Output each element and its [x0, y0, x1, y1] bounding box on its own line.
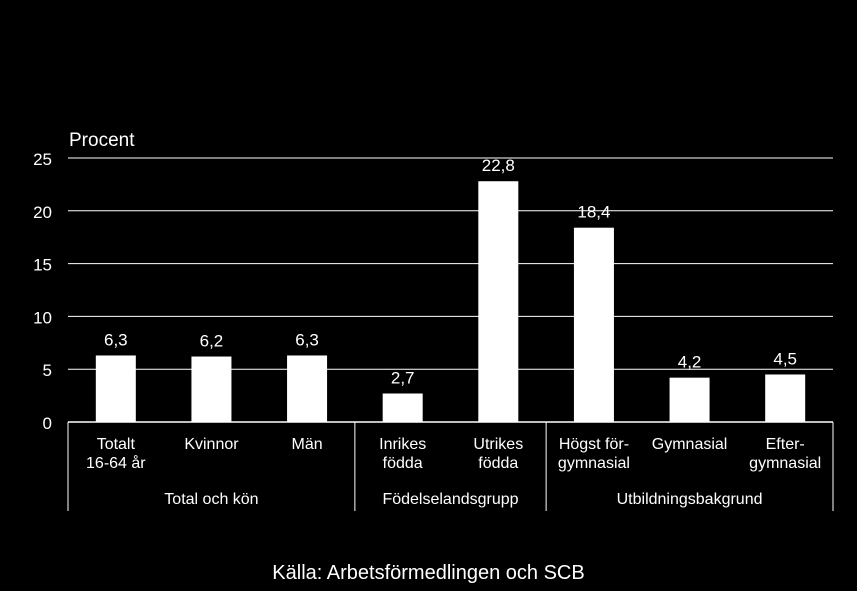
y-tick-label: 0 — [43, 414, 52, 433]
y-axis-title: Procent — [69, 130, 135, 151]
data-label: 4,5 — [773, 349, 797, 368]
y-tick-label: 5 — [43, 361, 52, 380]
bar — [765, 374, 806, 422]
x-tick-label: Utrikes födda — [473, 436, 523, 472]
data-label: 6,3 — [104, 330, 128, 349]
data-label: 22,8 — [482, 156, 515, 175]
y-tick-label: 25 — [33, 150, 52, 169]
x-tick-label: Inrikes födda — [379, 436, 426, 472]
bar — [669, 377, 710, 422]
y-tick-label: 20 — [33, 203, 52, 222]
data-label: 2,7 — [391, 368, 415, 387]
x-tick-label: Gymnasial — [652, 436, 728, 453]
x-tick-label: Högst för-gymnasial — [558, 436, 630, 472]
group-label: Födelselandsgrupp — [382, 491, 518, 508]
source-note: Källa: Arbetsförmedlingen och SCB — [272, 562, 585, 584]
data-label: 6,2 — [200, 332, 224, 351]
x-tick-label: Män — [292, 436, 323, 453]
group-label: Utbildningsbakgrund — [617, 491, 763, 508]
x-tick-label: Kvinnor — [184, 436, 239, 453]
bar — [191, 356, 232, 422]
bar — [95, 355, 136, 422]
data-label: 4,2 — [678, 353, 702, 372]
data-label: 6,3 — [295, 330, 319, 349]
x-tick-label: Efter-gymnasial — [749, 436, 821, 472]
group-label: Total och kön — [164, 491, 258, 508]
bar — [382, 393, 423, 422]
y-tick-label: 15 — [33, 256, 52, 275]
x-tick-label: Totalt 16-64 år — [86, 436, 146, 472]
bar — [573, 227, 614, 422]
data-label: 18,4 — [577, 203, 610, 222]
bar — [478, 181, 519, 422]
y-tick-label: 10 — [33, 308, 52, 327]
bar — [287, 355, 328, 422]
